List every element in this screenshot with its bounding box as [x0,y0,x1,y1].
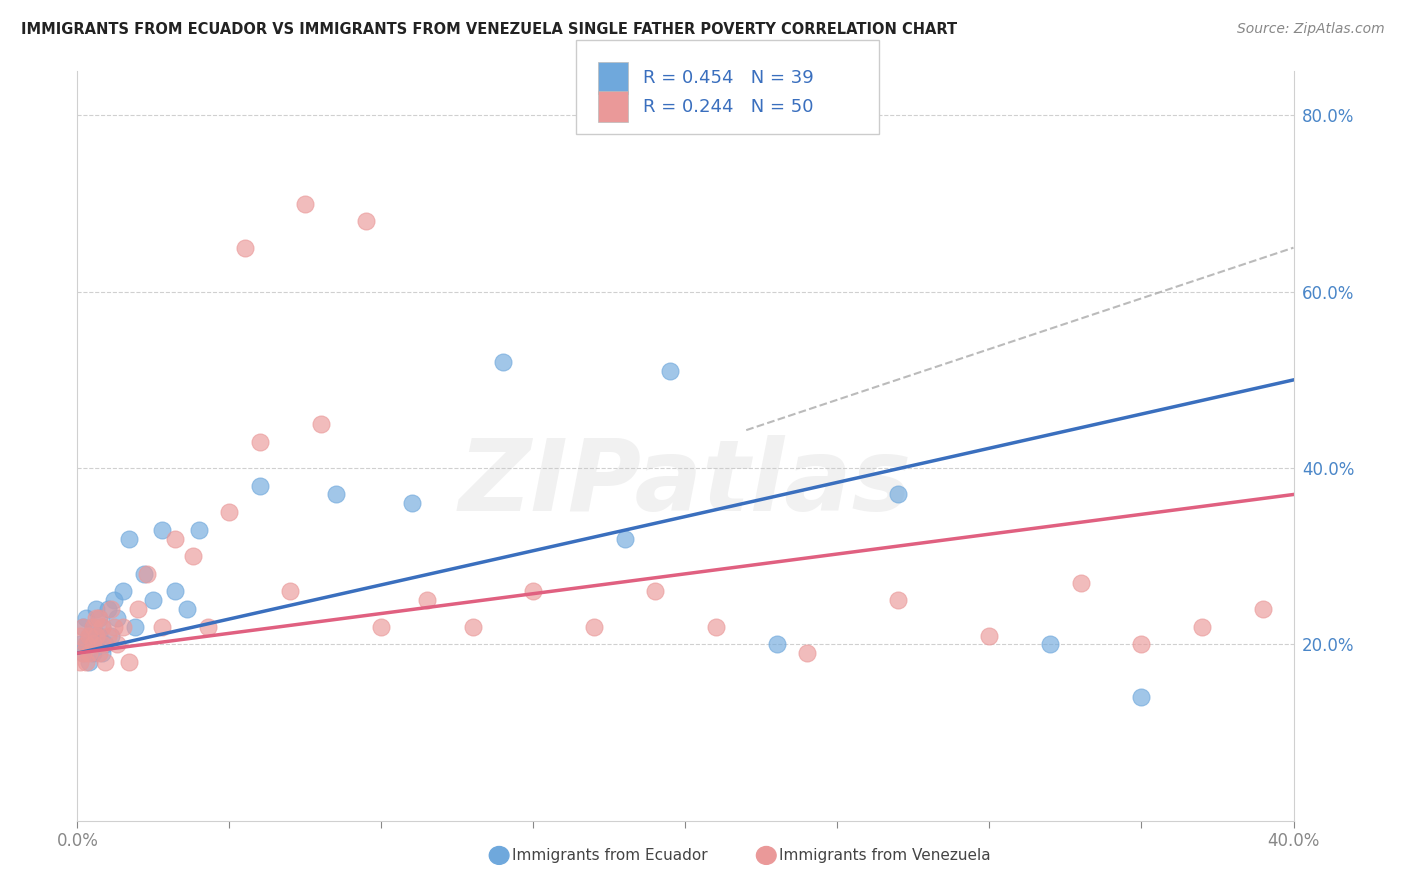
Point [309,417,332,431]
Point [1251,602,1274,616]
Point [249,478,271,492]
Point [1039,637,1062,651]
Point [659,364,682,378]
Point [704,620,727,634]
Point [278,584,301,599]
Point [79,646,101,660]
Point [142,593,165,607]
Point [1130,690,1153,705]
Text: IMMIGRANTS FROM ECUADOR VS IMMIGRANTS FROM VENEZUELA SINGLE FATHER POVERTY CORRE: IMMIGRANTS FROM ECUADOR VS IMMIGRANTS FR… [21,22,957,37]
Point [93,637,115,651]
Point [69,637,91,651]
Point [93,655,115,669]
Point [152,523,174,537]
Point [72,646,94,660]
Point [181,549,204,564]
Point [82,646,104,660]
Point [325,487,347,501]
Point [354,214,377,228]
Point [111,620,134,634]
Point [72,620,94,634]
Point [87,646,110,660]
Point [75,655,97,669]
Point [492,355,515,369]
Point [401,496,423,510]
Point [87,611,110,625]
Point [887,487,910,501]
Point [613,532,636,546]
Point [134,566,156,581]
Point [79,628,101,642]
Point [370,620,392,634]
Text: Immigrants from Ecuador: Immigrants from Ecuador [512,848,707,863]
Point [765,637,787,651]
Point [90,620,112,634]
Point [84,611,107,625]
Point [127,602,149,616]
Point [118,532,141,546]
Point [90,620,112,634]
Point [233,241,256,255]
Text: R = 0.244   N = 50: R = 0.244 N = 50 [643,97,813,116]
Point [105,611,128,625]
Point [97,602,120,616]
Point [461,620,484,634]
Point [294,196,316,211]
Point [124,620,146,634]
Point [75,637,97,651]
Point [82,620,104,634]
Point [136,566,159,581]
Point [75,611,97,625]
Point [100,628,122,642]
Point [103,593,125,607]
Point [163,584,186,599]
Point [118,655,141,669]
Point [1191,620,1213,634]
Point [111,584,134,599]
Point [105,637,128,651]
Point [84,602,107,616]
Point [100,602,122,616]
Point [249,434,271,449]
Text: R = 0.454   N = 39: R = 0.454 N = 39 [643,69,813,87]
Point [103,620,125,634]
Point [644,584,666,599]
Point [79,628,101,642]
Text: ZIPatlas: ZIPatlas [458,435,912,532]
Point [90,637,112,651]
Point [82,620,104,634]
Point [176,602,198,616]
Point [218,505,240,519]
Point [979,628,1001,642]
Point [87,611,110,625]
Point [90,646,112,660]
Point [583,620,606,634]
Point [1070,575,1092,590]
Point [152,620,174,634]
Point [188,523,211,537]
Point [84,637,107,651]
Point [796,646,818,660]
Point [1130,637,1153,651]
Point [72,646,94,660]
Point [87,628,110,642]
Point [197,620,219,634]
Point [75,637,97,651]
Point [522,584,544,599]
Point [97,628,120,642]
Point [887,593,910,607]
Point [416,593,439,607]
Point [82,637,104,651]
Point [79,655,101,669]
Text: Source: ZipAtlas.com: Source: ZipAtlas.com [1237,22,1385,37]
Point [163,532,186,546]
Point [69,628,91,642]
Point [84,628,107,642]
Text: Immigrants from Venezuela: Immigrants from Venezuela [779,848,991,863]
Point [72,620,94,634]
Point [69,655,91,669]
